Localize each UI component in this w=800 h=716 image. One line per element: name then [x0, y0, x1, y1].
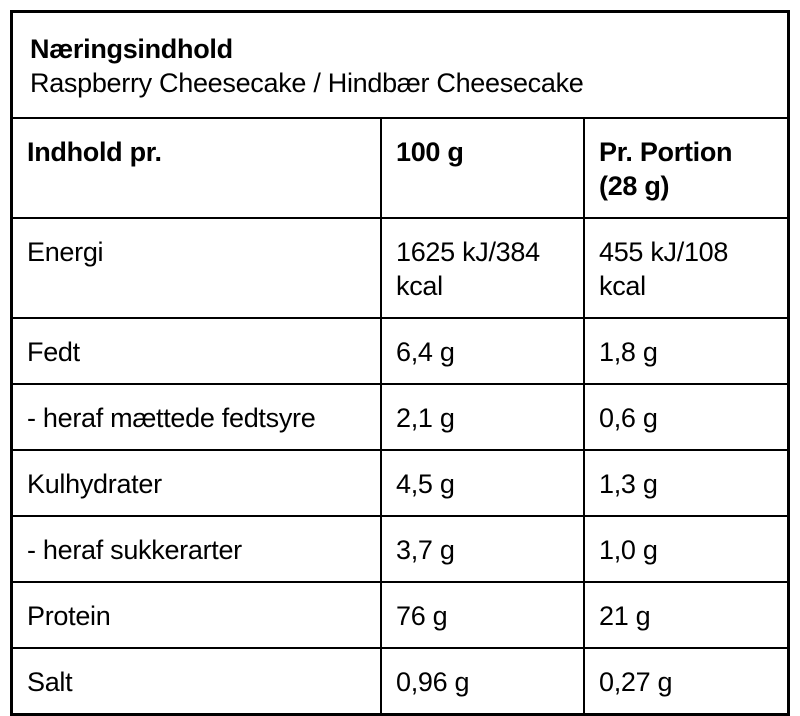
table-row-fedt: Fedt 6,4 g 1,8 g: [13, 317, 787, 385]
table-header-row: Indhold pr. 100 g Pr. Portion (28 g): [13, 119, 787, 219]
value-per-100g: 6,4 g: [380, 317, 585, 385]
nutrient-label: Energi: [13, 217, 382, 319]
value-per-portion: 21 g: [583, 581, 787, 649]
table-row-salt: Salt 0,96 g 0,27 g: [13, 647, 787, 713]
value-per-portion: 1,0 g: [583, 515, 787, 583]
nutrient-label: Protein: [13, 581, 382, 649]
table-row-sukkerarter: - heraf sukkerarter 3,7 g 1,0 g: [13, 515, 787, 583]
table-row-maettede-fedtsyre: - heraf mættede fedtsyre 2,1 g 0,6 g: [13, 383, 787, 451]
column-header-per-100g: 100 g: [380, 119, 585, 219]
nutrition-label: Næringsindhold Raspberry Cheesecake / Hi…: [10, 10, 790, 716]
table-row-kulhydrater: Kulhydrater 4,5 g 1,3 g: [13, 449, 787, 517]
nutrition-table: Indhold pr. 100 g Pr. Portion (28 g) Ene…: [13, 119, 787, 713]
value-per-portion: 455 kJ/108 kcal: [583, 217, 787, 319]
label-header: Næringsindhold Raspberry Cheesecake / Hi…: [13, 13, 787, 119]
value-per-100g: 1625 kJ/384 kcal: [380, 217, 585, 319]
nutrient-label: - heraf sukkerarter: [13, 515, 382, 583]
value-per-100g: 76 g: [380, 581, 585, 649]
table-row-energi: Energi 1625 kJ/384 kcal 455 kJ/108 kcal: [13, 217, 787, 319]
nutrient-label: Salt: [13, 647, 382, 713]
value-per-100g: 4,5 g: [380, 449, 585, 517]
label-title: Næringsindhold: [30, 34, 233, 64]
nutrient-label: - heraf mættede fedtsyre: [13, 383, 382, 451]
value-per-portion: 1,8 g: [583, 317, 787, 385]
product-name: Raspberry Cheesecake / Hindbær Cheesecak…: [30, 68, 584, 98]
value-per-100g: 2,1 g: [380, 383, 585, 451]
nutrient-label: Kulhydrater: [13, 449, 382, 517]
column-header-per-portion: Pr. Portion (28 g): [583, 119, 787, 219]
value-per-100g: 0,96 g: [380, 647, 585, 713]
value-per-portion: 0,6 g: [583, 383, 787, 451]
value-per-portion: 1,3 g: [583, 449, 787, 517]
nutrient-label: Fedt: [13, 317, 382, 385]
value-per-100g: 3,7 g: [380, 515, 585, 583]
value-per-portion: 0,27 g: [583, 647, 787, 713]
table-row-protein: Protein 76 g 21 g: [13, 581, 787, 649]
column-header-indhold-pr: Indhold pr.: [13, 119, 382, 219]
